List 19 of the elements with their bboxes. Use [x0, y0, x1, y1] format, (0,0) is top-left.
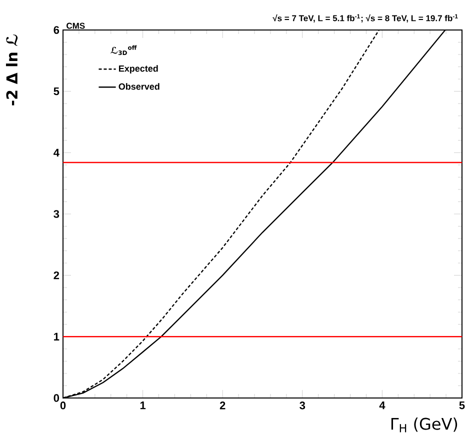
x-tick-label: 0	[60, 402, 66, 410]
x-tick-label: 5	[459, 402, 465, 410]
y-tick-label: 6	[54, 26, 60, 34]
chart-title: √s = 7 TeV, L = 5.1 fb$^{-1}$; √s = 8 TeV, L = 19.7 fb$^{-1}$	[272, 14, 458, 22]
y-tick-label: 4	[54, 148, 60, 156]
y-tick-label: 0	[54, 394, 60, 402]
legend-label: Observed	[118, 83, 160, 90]
y-tick-label: 3	[54, 210, 60, 218]
y-tick-label: 1	[54, 332, 60, 340]
legend-label: Expected	[118, 65, 158, 74]
x-tick-label: 1	[140, 402, 146, 410]
x-tick-label: 4	[379, 402, 386, 410]
y-tick-label: 2	[54, 271, 60, 280]
x-tick-label: 2	[220, 402, 226, 410]
x-tick-label: 3	[300, 402, 306, 410]
x-axis-title: Γ$_{H}$ (GeV)	[391, 418, 458, 432]
text: CMS	[66, 22, 85, 29]
y-axis-title: -2 Δ ln ℒ	[6, 34, 18, 106]
y-tick-label: 5	[54, 87, 60, 96]
